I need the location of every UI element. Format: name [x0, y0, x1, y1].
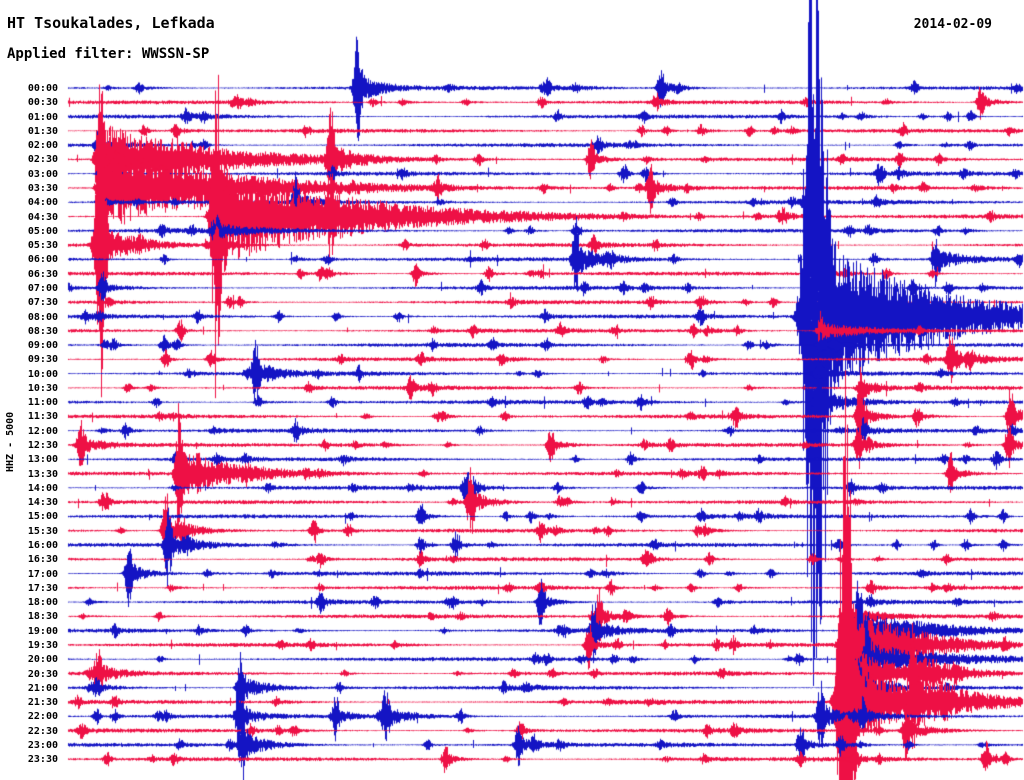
time-label: 13:30	[27, 468, 58, 480]
time-label: 23:30	[27, 754, 58, 766]
time-label: 14:00	[27, 482, 58, 494]
time-label: 01:00	[27, 111, 58, 123]
time-label: 05:00	[27, 225, 58, 237]
time-label: 05:30	[27, 240, 58, 252]
time-label: 00:00	[27, 83, 58, 94]
time-label: 18:30	[27, 611, 58, 623]
filter-label: Applied filter: WWSSN-SP	[7, 46, 210, 62]
time-label: 19:30	[27, 639, 58, 651]
time-label: 17:00	[27, 568, 58, 580]
time-label: 20:30	[27, 668, 58, 680]
time-label: 08:00	[27, 311, 58, 323]
time-label: 19:00	[27, 625, 58, 637]
time-label: 09:30	[27, 354, 58, 366]
date-label: 2014-02-09	[913, 17, 992, 32]
time-label: 21:00	[27, 682, 58, 694]
time-label: 15:30	[27, 525, 58, 537]
station-title: HT Tsoukalades, Lefkada	[7, 14, 215, 32]
time-label: 08:30	[27, 325, 58, 337]
time-label: 04:00	[27, 197, 58, 209]
time-label: 20:00	[27, 654, 58, 666]
time-label: 06:00	[27, 254, 58, 266]
time-label: 11:30	[27, 411, 58, 423]
time-label: 00:30	[27, 97, 58, 109]
time-label: 07:00	[27, 282, 58, 294]
time-label: 18:00	[27, 597, 58, 609]
time-label: 10:30	[27, 382, 58, 394]
time-label: 21:30	[27, 697, 58, 708]
time-label: 01:30	[27, 125, 58, 137]
time-label: 15:00	[27, 511, 58, 523]
time-label: 07:30	[27, 297, 58, 309]
time-label: 22:30	[27, 725, 58, 737]
time-label: 09:00	[27, 340, 58, 351]
time-label: 10:00	[27, 368, 58, 380]
time-label: 13:00	[27, 454, 58, 466]
time-label: 16:00	[27, 540, 58, 551]
time-label: 06:30	[27, 268, 58, 280]
time-label: 02:00	[27, 140, 58, 152]
time-label: 11:00	[27, 397, 58, 409]
time-label: 02:30	[27, 154, 58, 166]
time-label: 12:00	[27, 425, 58, 437]
time-label: 23:00	[27, 739, 58, 751]
time-label: 03:00	[27, 168, 58, 180]
time-label: 03:30	[27, 183, 58, 194]
time-label: 16:30	[27, 554, 58, 566]
time-label: 17:30	[27, 582, 58, 594]
time-label: 04:30	[27, 211, 58, 223]
time-label: 14:30	[27, 497, 58, 509]
time-label: 22:00	[27, 711, 58, 723]
time-label: 12:30	[27, 440, 58, 451]
